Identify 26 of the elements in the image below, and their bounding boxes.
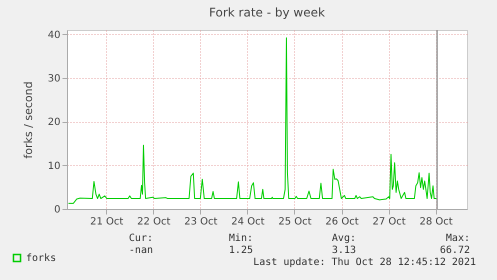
x-tick-label: 26 Oct	[325, 216, 359, 228]
x-tick-label: 25 Oct	[278, 216, 312, 228]
y-tick-label: 30	[48, 74, 60, 85]
x-tick-label: 23 Oct	[184, 216, 218, 228]
y-tick-label: 10	[48, 160, 60, 172]
text: -nan	[128, 245, 153, 256]
text: 3.13	[332, 245, 356, 256]
text: Min:	[228, 233, 253, 244]
x-tick-label: 28 Oct	[420, 216, 453, 228]
x-tick-label: 27 Oct	[372, 216, 406, 228]
text: 1.25	[228, 245, 253, 256]
text: Max:	[446, 233, 470, 244]
legend-label: forks	[26, 253, 56, 264]
y-axis-title: forks / second	[22, 81, 35, 159]
chart-title: Fork rate - by week	[209, 5, 325, 20]
text: Last update: Thu Oct 28 12:45:12 2021	[253, 257, 476, 268]
x-tick-label: 24 Oct	[231, 216, 265, 228]
y-tick-label: 40	[48, 30, 60, 41]
text: Cur:	[128, 233, 153, 244]
y-tick-label: 20	[48, 117, 60, 128]
x-tick-label: 22 Oct	[137, 216, 170, 228]
y-tick-label: 0	[54, 204, 60, 216]
text: Avg:	[332, 233, 356, 244]
text: 66.72	[440, 245, 470, 256]
line-series	[68, 37, 438, 204]
x-tick-label: 21 Oct	[90, 216, 124, 228]
